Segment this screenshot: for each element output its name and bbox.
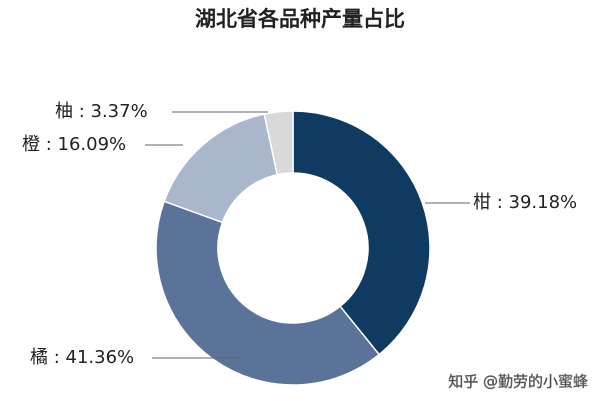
slice xyxy=(155,200,381,386)
data-label: 柚 : 3.37% xyxy=(55,101,148,122)
chart-title: 湖北省各品种产量占比 xyxy=(195,7,405,31)
slice xyxy=(163,113,279,224)
data-label: 橙 : 16.09% xyxy=(22,134,126,155)
slice xyxy=(263,110,294,176)
data-label: 柑 : 39.18% xyxy=(473,192,577,213)
slice xyxy=(292,110,431,356)
data-label: 橘 : 41.36% xyxy=(30,347,134,368)
watermark: 知乎 @勤劳的小蜜蜂 xyxy=(448,373,588,391)
